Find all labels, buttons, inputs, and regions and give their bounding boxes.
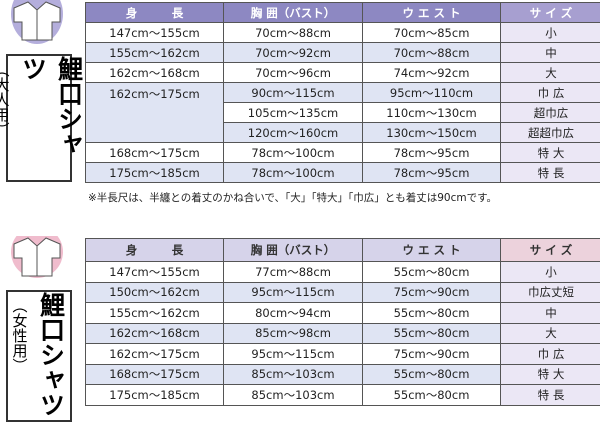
waist-cell: 75cm～90cm [362,343,501,365]
chest-cell: 80cm～94cm [223,302,363,324]
waist-cell: 55cm～80cm [362,322,501,344]
size-cell: 巾 広 [500,343,600,365]
header-cell: 胸 囲（バスト） [223,238,363,262]
size-cell: 特 大 [500,363,600,385]
row: 155cm～162cm 80cm～94cm 55cm～80cm 中 [85,302,600,324]
waist-cell: 70cm～88cm [362,42,501,63]
chest-cell: 70cm～92cm [223,42,363,63]
header-cell: 胸 囲（バスト） [223,2,363,23]
row: 150cm～162cm 95cm～115cm 75cm～90cm 巾広丈短 [85,281,600,303]
row: 147cm～155cm 77cm～88cm 55cm～80cm 小 [85,261,600,283]
row: 147cm～155cm 70cm～88cm 70cm～85cm 小 [85,22,600,43]
chest-cell: 70cm～96cm [223,62,363,83]
waist-cell: 70cm～85cm [362,22,501,43]
height-cell: 162cm～168cm [85,322,224,344]
height-cell: 150cm～162cm [85,281,224,303]
size-cell: 超巾広 [500,102,600,123]
size-cell: 中 [500,42,600,63]
chest-cell: 78cm～100cm [223,162,363,183]
shirt-icon [11,0,63,44]
waist-cell: 55cm～80cm [362,363,501,385]
header-cell: サ イ ズ [500,238,600,262]
size-cell: 巾 広 [500,82,600,103]
chest-cell: 85cm～103cm [223,363,363,385]
title-box: 鯉口シャツ （女性用） [6,290,72,422]
chest-cell: 78cm～100cm [223,142,363,163]
size-cell: 超超巾広 [500,122,600,143]
shirt-icon [11,236,63,278]
row: 162cm～168cm 70cm～96cm 74cm～92cm 大 [85,62,600,83]
chest-cell: 95cm～115cm [223,281,363,303]
waist-cell: 55cm～80cm [362,302,501,324]
header-cell: 身 長 [85,238,224,262]
height-cell: 175cm～185cm [85,162,224,183]
height-cell: 175cm～185cm [85,384,224,406]
size-cell: 小 [500,22,600,43]
chest-cell: 85cm～98cm [223,322,363,344]
size-table: 身 長胸 囲（バスト）ウ エ ス トサ イ ズ 147cm～155cm 77cm～8… [85,238,600,406]
size-cell: 特 大 [500,142,600,163]
waist-cell: 55cm～80cm [362,384,501,406]
subtitle: （大人用） [0,62,11,137]
height-cell: 147cm～155cm [85,22,224,43]
waist-cell: 110cm～130cm [362,102,501,123]
waist-cell: 130cm～150cm [362,122,501,143]
height-cell: 162cm～175cm [85,82,224,143]
size-cell: 中 [500,302,600,324]
height-cell: 155cm～162cm [85,302,224,324]
row: 175cm～185cm 78cm～100cm 78cm～95cm 特 長 [85,162,600,183]
subtitle: （女性用） [10,298,29,373]
row: 162cm～175cm 95cm～115cm 75cm～90cm 巾 広 [85,343,600,365]
size-cell: 大 [500,62,600,83]
row: 168cm～175cm 85cm～103cm 55cm～80cm 特 大 [85,363,600,385]
header-cell: ウ エ ス ト [362,238,501,262]
waist-cell: 74cm～92cm [362,62,501,83]
title-box: 鯉口シャツ （大人用） [0,54,84,182]
chest-cell: 120cm～160cm [223,122,363,143]
height-cell: 147cm～155cm [85,261,224,283]
chest-cell: 90cm～115cm [223,82,363,103]
row: 175cm～185cm 85cm～103cm 55cm～80cm 特 長 [85,384,600,406]
chest-cell: 95cm～115cm [223,343,363,365]
size-table: 身 長胸 囲（バスト）ウ エ ス トサ イ ズ 147cm～155cm 70cm～8… [85,2,600,183]
size-cell: 特 長 [500,384,600,406]
size-cell: 小 [500,261,600,283]
height-cell: 168cm～175cm [85,142,224,163]
chest-cell: 85cm～103cm [223,384,363,406]
row: 155cm～162cm 70cm～92cm 70cm～88cm 中 [85,42,600,63]
header-cell: 身 長 [85,2,224,23]
waist-cell: 95cm～110cm [362,82,501,103]
title: 鯉口シャツ [36,292,66,417]
waist-cell: 78cm～95cm [362,142,501,163]
waist-cell: 78cm～95cm [362,162,501,183]
size-cell: 巾広丈短 [500,281,600,303]
header-cell: ウ エ ス ト [362,2,501,23]
row: 120cm～160cm 130cm～150cm 超超巾広 [86,122,600,143]
header-cell: サ イ ズ [500,2,600,23]
header-row: 身 長胸 囲（バスト）ウ エ ス トサ イ ズ [85,238,600,262]
header-row: 身 長胸 囲（バスト）ウ エ ス トサ イ ズ [85,2,600,23]
chest-cell: 70cm～88cm [223,22,363,43]
chest-cell: 105cm～135cm [223,102,363,123]
size-cell: 大 [500,322,600,344]
size-cell: 特 長 [500,162,600,183]
note: ※半長尺は、半纏との着丈のかね合いで、「大」「特大」「巾広」とも着丈は90cmで… [88,192,498,204]
row: 105cm～135cm 110cm～130cm 超巾広 [86,102,600,123]
height-cell: 162cm～168cm [85,62,224,83]
height-cell: 162cm～175cm [85,343,224,365]
chest-cell: 77cm～88cm [223,261,363,283]
waist-cell: 55cm～80cm [362,261,501,283]
row: 162cm～168cm 85cm～98cm 55cm～80cm 大 [85,322,600,344]
waist-cell: 75cm～90cm [362,281,501,303]
height-cell: 168cm～175cm [85,363,224,385]
title: 鯉口シャツ [18,56,84,156]
row: 162cm～175cm 90cm～115cm 95cm～110cm 巾 広 [85,82,600,143]
height-cell: 155cm～162cm [85,42,224,63]
row: 168cm～175cm 78cm～100cm 78cm～95cm 特 大 [85,142,600,163]
